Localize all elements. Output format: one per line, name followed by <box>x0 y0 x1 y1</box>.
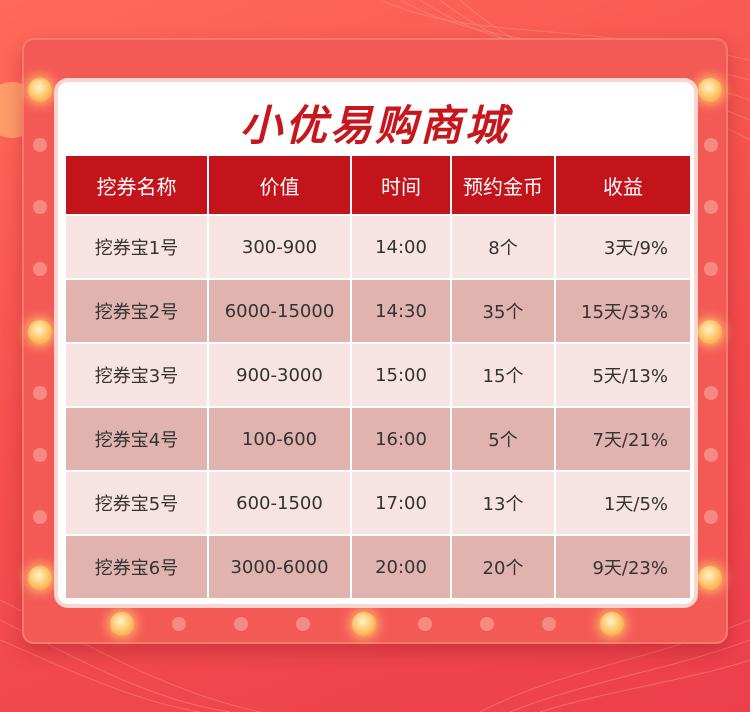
cell-coins: 20个 <box>452 536 554 598</box>
table-header-row: 挖券名称 价值 时间 预约金币 收益 <box>66 156 690 214</box>
marquee-bulb <box>418 617 432 631</box>
cell-value: 300-900 <box>209 216 350 278</box>
column-header-time: 时间 <box>352 156 450 214</box>
cell-coins: 13个 <box>452 472 554 534</box>
marquee-bulb <box>698 320 722 344</box>
column-header-value: 价值 <box>209 156 350 214</box>
table-row: 挖券宝1号 300-900 14:00 8个 3天/9% <box>66 216 690 278</box>
cell-return: 7天/21% <box>556 408 690 470</box>
marquee-bulb <box>704 386 718 400</box>
cell-return: 9天/23% <box>556 536 690 598</box>
table-row: 挖券宝4号 100-600 16:00 5个 7天/21% <box>66 408 690 470</box>
marquee-bulb <box>704 138 718 152</box>
marquee-bulb <box>698 78 722 102</box>
marquee-bulb <box>33 138 47 152</box>
marquee-bulb <box>33 510 47 524</box>
cell-coins: 5个 <box>452 408 554 470</box>
cell-name: 挖券宝6号 <box>66 536 207 598</box>
marquee-bulb <box>33 200 47 214</box>
table-row: 挖券宝6号 3000-6000 20:00 20个 9天/23% <box>66 536 690 598</box>
marquee-bulb <box>352 612 376 636</box>
cell-coins: 15个 <box>452 344 554 406</box>
cell-time: 14:30 <box>352 280 450 342</box>
marquee-bulb <box>296 617 310 631</box>
marquee-bulb <box>172 617 186 631</box>
cell-return: 15天/33% <box>556 280 690 342</box>
cell-name: 挖券宝1号 <box>66 216 207 278</box>
cell-name: 挖券宝3号 <box>66 344 207 406</box>
marquee-bulb <box>110 612 134 636</box>
cell-name: 挖券宝4号 <box>66 408 207 470</box>
marquee-bulb <box>542 617 556 631</box>
cell-time: 17:00 <box>352 472 450 534</box>
marquee-bulb <box>698 566 722 590</box>
page-title: 小优易购商城 <box>239 101 510 150</box>
marquee-bulb <box>600 612 624 636</box>
cell-value: 100-600 <box>209 408 350 470</box>
cell-name: 挖券宝5号 <box>66 472 207 534</box>
marquee-bulb <box>33 448 47 462</box>
cell-coins: 35个 <box>452 280 554 342</box>
marquee-bulb <box>28 566 52 590</box>
cell-time: 16:00 <box>352 408 450 470</box>
cell-value: 900-3000 <box>209 344 350 406</box>
cell-value: 3000-6000 <box>209 536 350 598</box>
cell-time: 14:00 <box>352 216 450 278</box>
column-header-coins: 预约金币 <box>452 156 554 214</box>
marquee-bulb <box>704 200 718 214</box>
marquee-bulb <box>234 617 248 631</box>
marquee-bulb <box>704 262 718 276</box>
product-table: 挖券名称 价值 时间 预约金币 收益 挖券宝1号 300-900 14:00 8… <box>64 154 692 600</box>
marquee-bulb <box>704 448 718 462</box>
marquee-bulb <box>33 262 47 276</box>
cell-coins: 8个 <box>452 216 554 278</box>
cell-return: 5天/13% <box>556 344 690 406</box>
cell-time: 15:00 <box>352 344 450 406</box>
cell-return: 1天/5% <box>556 472 690 534</box>
cell-time: 20:00 <box>352 536 450 598</box>
column-header-name: 挖券名称 <box>66 156 207 214</box>
marquee-bulb <box>28 78 52 102</box>
table-row: 挖券宝3号 900-3000 15:00 15个 5天/13% <box>66 344 690 406</box>
cell-return: 3天/9% <box>556 216 690 278</box>
table-row: 挖券宝2号 6000-15000 14:30 35个 15天/33% <box>66 280 690 342</box>
cell-value: 600-1500 <box>209 472 350 534</box>
marquee-bulb <box>28 320 52 344</box>
marquee-bulb <box>704 510 718 524</box>
table-row: 挖券宝5号 600-1500 17:00 13个 1天/5% <box>66 472 690 534</box>
marquee-bulb <box>480 617 494 631</box>
cell-value: 6000-15000 <box>209 280 350 342</box>
marquee-bulb <box>33 386 47 400</box>
cell-name: 挖券宝2号 <box>66 280 207 342</box>
column-header-return: 收益 <box>556 156 690 214</box>
